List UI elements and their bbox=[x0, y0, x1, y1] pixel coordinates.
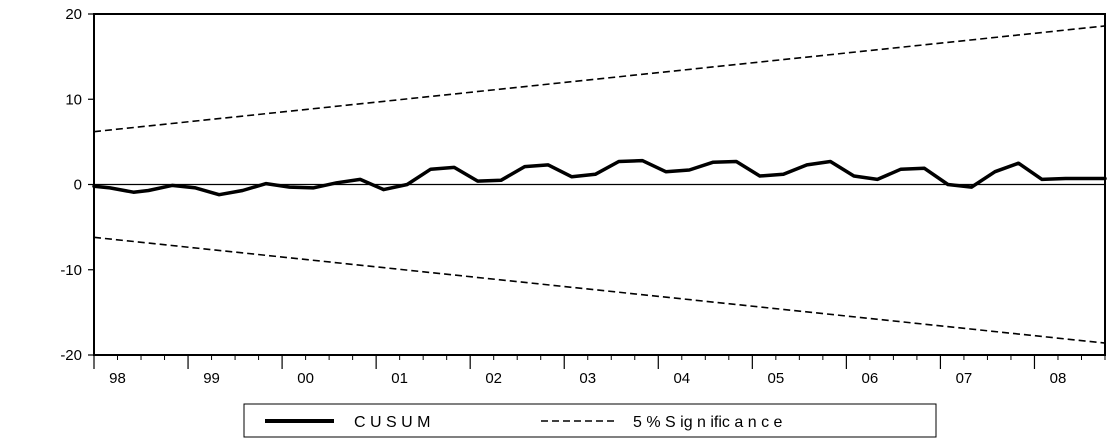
x-tick-label: 08 bbox=[1050, 370, 1067, 387]
cusum-series-line bbox=[92, 158, 1107, 197]
x-tick-label: 04 bbox=[673, 370, 690, 387]
x-axis: 98 99 00 01 02 03 04 05 06 07 08 bbox=[93, 355, 1106, 387]
x-tick-label: 99 bbox=[203, 370, 220, 387]
x-tick-label: 05 bbox=[767, 370, 784, 387]
y-tick-label: 20 bbox=[65, 6, 82, 23]
x-tick-label: 06 bbox=[862, 370, 879, 387]
legend-label-significance: 5 % S ig n ific a n c e bbox=[633, 414, 783, 431]
x-tick-label: 07 bbox=[956, 370, 973, 387]
x-tick-label: 00 bbox=[297, 370, 314, 387]
significance-upper-line bbox=[93, 25, 1106, 133]
x-tick-label: 03 bbox=[579, 370, 596, 387]
x-tick-label: 98 bbox=[109, 370, 126, 387]
y-tick-label: -20 bbox=[60, 347, 82, 364]
significance-lower-line bbox=[93, 236, 1106, 344]
x-tick-label: 01 bbox=[391, 370, 408, 387]
y-tick-label: -10 bbox=[60, 262, 82, 279]
legend: C U S U M 5 % S ig n ific a n c e bbox=[243, 403, 937, 438]
y-tick-label: 10 bbox=[65, 91, 82, 108]
y-tick-label: 0 bbox=[74, 177, 82, 194]
plot-area bbox=[92, 25, 1107, 344]
y-axis: 20 10 0 -10 -20 bbox=[60, 6, 94, 364]
x-tick-label: 02 bbox=[485, 370, 502, 387]
legend-label-cusum: C U S U M bbox=[354, 414, 430, 431]
plot-frame bbox=[93, 13, 1106, 356]
